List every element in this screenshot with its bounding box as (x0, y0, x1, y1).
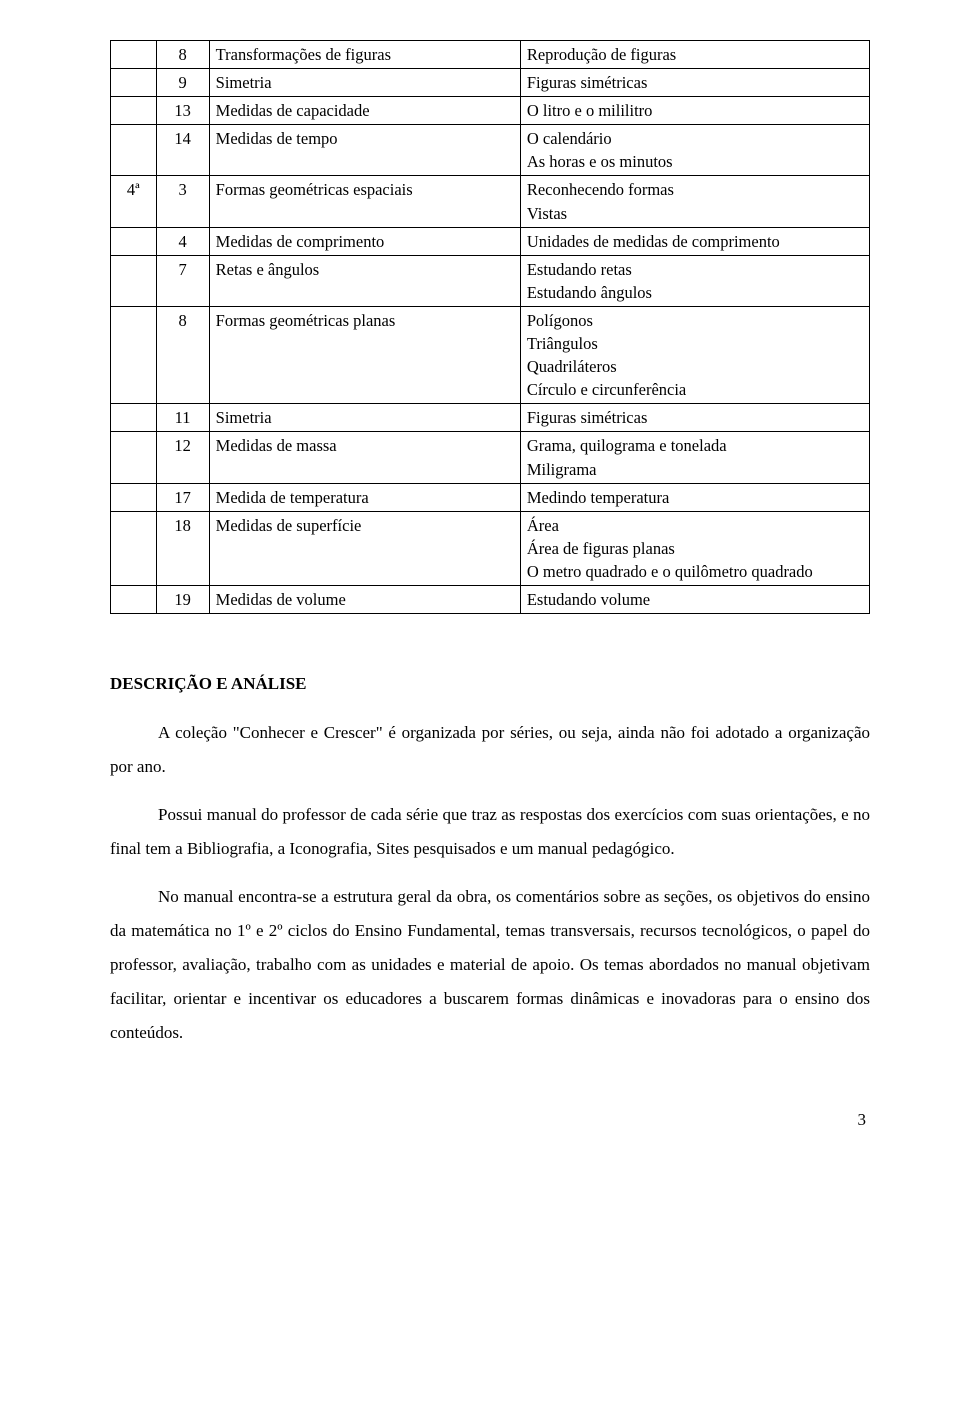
cell-topic: Simetria (209, 404, 520, 432)
cell-series (111, 483, 157, 511)
cell-series (111, 41, 157, 69)
table-row: 9SimetriaFiguras simétricas (111, 69, 870, 97)
table-row: 8Formas geométricas planasPolígonos Triâ… (111, 306, 870, 403)
cell-series (111, 511, 157, 585)
cell-series (111, 97, 157, 125)
cell-chapter: 14 (156, 125, 209, 176)
section-heading: DESCRIÇÃO E ANÁLISE (110, 674, 870, 694)
cell-subtopics: Medindo temperatura (520, 483, 869, 511)
content-table: 8Transformações de figurasReprodução de … (110, 40, 870, 614)
cell-topic: Medida de temperatura (209, 483, 520, 511)
cell-chapter: 17 (156, 483, 209, 511)
cell-series (111, 69, 157, 97)
cell-topic: Formas geométricas espaciais (209, 176, 520, 227)
cell-subtopics: Unidades de medidas de comprimento (520, 227, 869, 255)
cell-chapter: 11 (156, 404, 209, 432)
cell-topic: Formas geométricas planas (209, 306, 520, 403)
table-row: 11SimetriaFiguras simétricas (111, 404, 870, 432)
cell-chapter: 3 (156, 176, 209, 227)
cell-topic: Transformações de figuras (209, 41, 520, 69)
cell-chapter: 13 (156, 97, 209, 125)
table-row: 13Medidas de capacidadeO litro e o milil… (111, 97, 870, 125)
cell-chapter: 8 (156, 306, 209, 403)
cell-subtopics: Figuras simétricas (520, 404, 869, 432)
cell-topic: Medidas de capacidade (209, 97, 520, 125)
cell-chapter: 8 (156, 41, 209, 69)
cell-subtopics: Polígonos Triângulos Quadriláteros Círcu… (520, 306, 869, 403)
cell-chapter: 19 (156, 585, 209, 613)
cell-series: 4ª (111, 176, 157, 227)
table-row: 8Transformações de figurasReprodução de … (111, 41, 870, 69)
cell-topic: Retas e ângulos (209, 255, 520, 306)
cell-chapter: 9 (156, 69, 209, 97)
cell-chapter: 18 (156, 511, 209, 585)
cell-subtopics: Figuras simétricas (520, 69, 869, 97)
cell-chapter: 4 (156, 227, 209, 255)
cell-series (111, 306, 157, 403)
cell-topic: Medidas de volume (209, 585, 520, 613)
table-row: 7Retas e ângulosEstudando retas Estudand… (111, 255, 870, 306)
table-row: 12Medidas de massaGrama, quilograma e to… (111, 432, 870, 483)
cell-subtopics: O calendário As horas e os minutos (520, 125, 869, 176)
paragraph-2: Possui manual do professor de cada série… (110, 798, 870, 866)
table-row: 4Medidas de comprimentoUnidades de medid… (111, 227, 870, 255)
cell-series (111, 255, 157, 306)
table-row: 14Medidas de tempoO calendário As horas … (111, 125, 870, 176)
cell-topic: Medidas de massa (209, 432, 520, 483)
cell-topic: Simetria (209, 69, 520, 97)
cell-subtopics: Estudando volume (520, 585, 869, 613)
table-row: 18Medidas de superfícieÁrea Área de figu… (111, 511, 870, 585)
paragraph-3: No manual encontra-se a estrutura geral … (110, 880, 870, 1050)
cell-subtopics: Reconhecendo formas Vistas (520, 176, 869, 227)
cell-subtopics: Reprodução de figuras (520, 41, 869, 69)
cell-subtopics: Grama, quilograma e tonelada Miligrama (520, 432, 869, 483)
document-page: 8Transformações de figurasReprodução de … (0, 0, 960, 1190)
cell-chapter: 7 (156, 255, 209, 306)
table-row: 4ª3Formas geométricas espaciaisReconhece… (111, 176, 870, 227)
cell-series (111, 404, 157, 432)
cell-series (111, 125, 157, 176)
table-row: 17Medida de temperaturaMedindo temperatu… (111, 483, 870, 511)
table-row: 19Medidas de volumeEstudando volume (111, 585, 870, 613)
cell-series (111, 227, 157, 255)
cell-subtopics: Área Área de figuras planas O metro quad… (520, 511, 869, 585)
cell-topic: Medidas de tempo (209, 125, 520, 176)
cell-subtopics: O litro e o mililitro (520, 97, 869, 125)
cell-series (111, 585, 157, 613)
cell-series (111, 432, 157, 483)
paragraph-1: A coleção "Conhecer e Crescer" é organiz… (110, 716, 870, 784)
cell-topic: Medidas de superfície (209, 511, 520, 585)
cell-chapter: 12 (156, 432, 209, 483)
cell-subtopics: Estudando retas Estudando ângulos (520, 255, 869, 306)
cell-topic: Medidas de comprimento (209, 227, 520, 255)
page-number: 3 (110, 1110, 870, 1130)
